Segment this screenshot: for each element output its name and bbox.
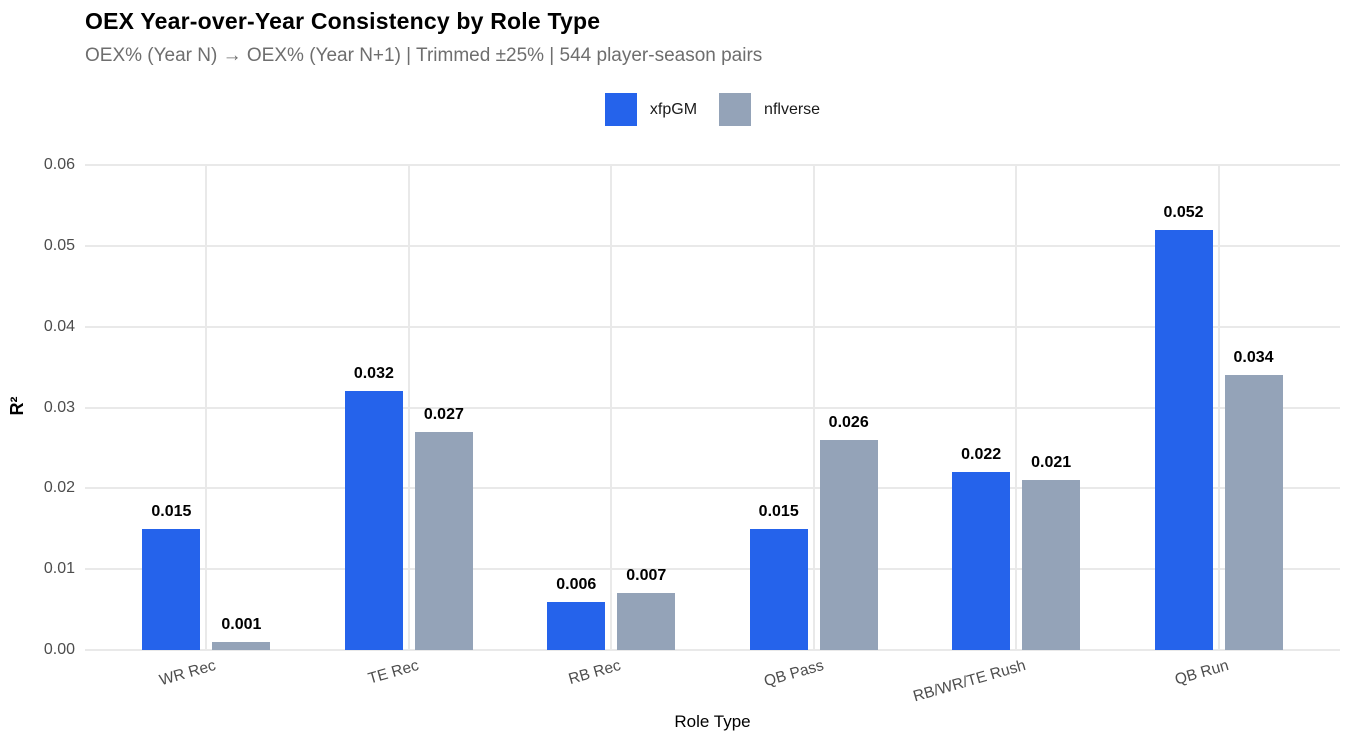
gridline-vertical bbox=[610, 165, 613, 650]
y-axis-tick-label: 0.00 bbox=[43, 641, 75, 658]
y-axis-tick-label: 0.04 bbox=[43, 317, 75, 335]
y-axis-tick-label: 0.01 bbox=[43, 560, 75, 578]
bar-value-label: 0.001 bbox=[221, 615, 262, 633]
gridline-vertical bbox=[1217, 165, 1220, 650]
legend-swatch-xfpgm-icon bbox=[604, 93, 637, 126]
legend-label-nflverse: nflverse bbox=[764, 100, 821, 118]
bar-xfpGM bbox=[1154, 229, 1213, 650]
bar-nflverse bbox=[617, 593, 676, 650]
bar-nflverse bbox=[1022, 480, 1081, 650]
y-axis-tick-label: 0.02 bbox=[43, 479, 75, 497]
bar-xfpGM bbox=[547, 601, 606, 650]
bar-xfpGM bbox=[344, 391, 403, 650]
x-axis-title: Role Type bbox=[674, 712, 751, 731]
bar-value-label: 0.015 bbox=[758, 502, 799, 520]
gridline-horizontal bbox=[85, 325, 1340, 328]
plot-panel: 0.015 0.001 0.032 0.027 0.006 0.007 0.015 0.026… bbox=[85, 164, 1340, 651]
legend-item-xfpgm: xfpGM bbox=[604, 93, 698, 126]
bar-value-label: 0.022 bbox=[961, 446, 1002, 464]
gridline-vertical bbox=[205, 165, 208, 650]
chart-subtitle: OEX% (Year N) → OEX% (Year N+1) | Trimme… bbox=[85, 45, 763, 66]
legend: xfpGM nflverse bbox=[85, 93, 1340, 126]
bar-xfpGM bbox=[952, 472, 1011, 650]
bar-nflverse bbox=[819, 439, 878, 650]
gridline-horizontal bbox=[85, 568, 1340, 571]
bar-nflverse bbox=[212, 641, 271, 650]
bar-value-label: 0.007 bbox=[626, 567, 667, 585]
gridline-horizontal bbox=[85, 487, 1340, 490]
gridline-vertical bbox=[812, 165, 815, 650]
gridline-vertical bbox=[407, 165, 410, 650]
y-axis-tick-label: 0.05 bbox=[43, 236, 75, 254]
gridline-horizontal bbox=[85, 406, 1340, 409]
legend-item-nflverse: nflverse bbox=[719, 93, 820, 126]
bar-value-label: 0.027 bbox=[423, 405, 464, 423]
chart-title: OEX Year-over-Year Consistency by Role T… bbox=[85, 8, 601, 34]
gridline-vertical bbox=[1015, 165, 1018, 650]
bar-xfpGM bbox=[749, 528, 808, 650]
legend-swatch-nflverse-icon bbox=[719, 93, 752, 126]
bar-xfpGM bbox=[142, 528, 201, 650]
gridline-horizontal bbox=[85, 649, 1340, 651]
bar-nflverse bbox=[1224, 375, 1283, 650]
bar-value-label: 0.021 bbox=[1031, 454, 1072, 472]
y-axis-tick-label: 0.03 bbox=[43, 398, 75, 416]
bar-value-label: 0.034 bbox=[1233, 349, 1274, 367]
bar-value-label: 0.006 bbox=[556, 575, 597, 593]
gridline-horizontal bbox=[85, 164, 1340, 166]
bar-value-label: 0.032 bbox=[353, 365, 394, 383]
y-axis-tick-label: 0.06 bbox=[43, 156, 75, 173]
legend-label-xfpgm: xfpGM bbox=[649, 100, 698, 118]
bar-value-label: 0.015 bbox=[151, 502, 192, 520]
bar-value-label: 0.052 bbox=[1163, 203, 1204, 221]
gridline-horizontal bbox=[85, 244, 1340, 247]
bar-nflverse bbox=[414, 431, 473, 650]
bar-value-label: 0.026 bbox=[828, 413, 869, 431]
